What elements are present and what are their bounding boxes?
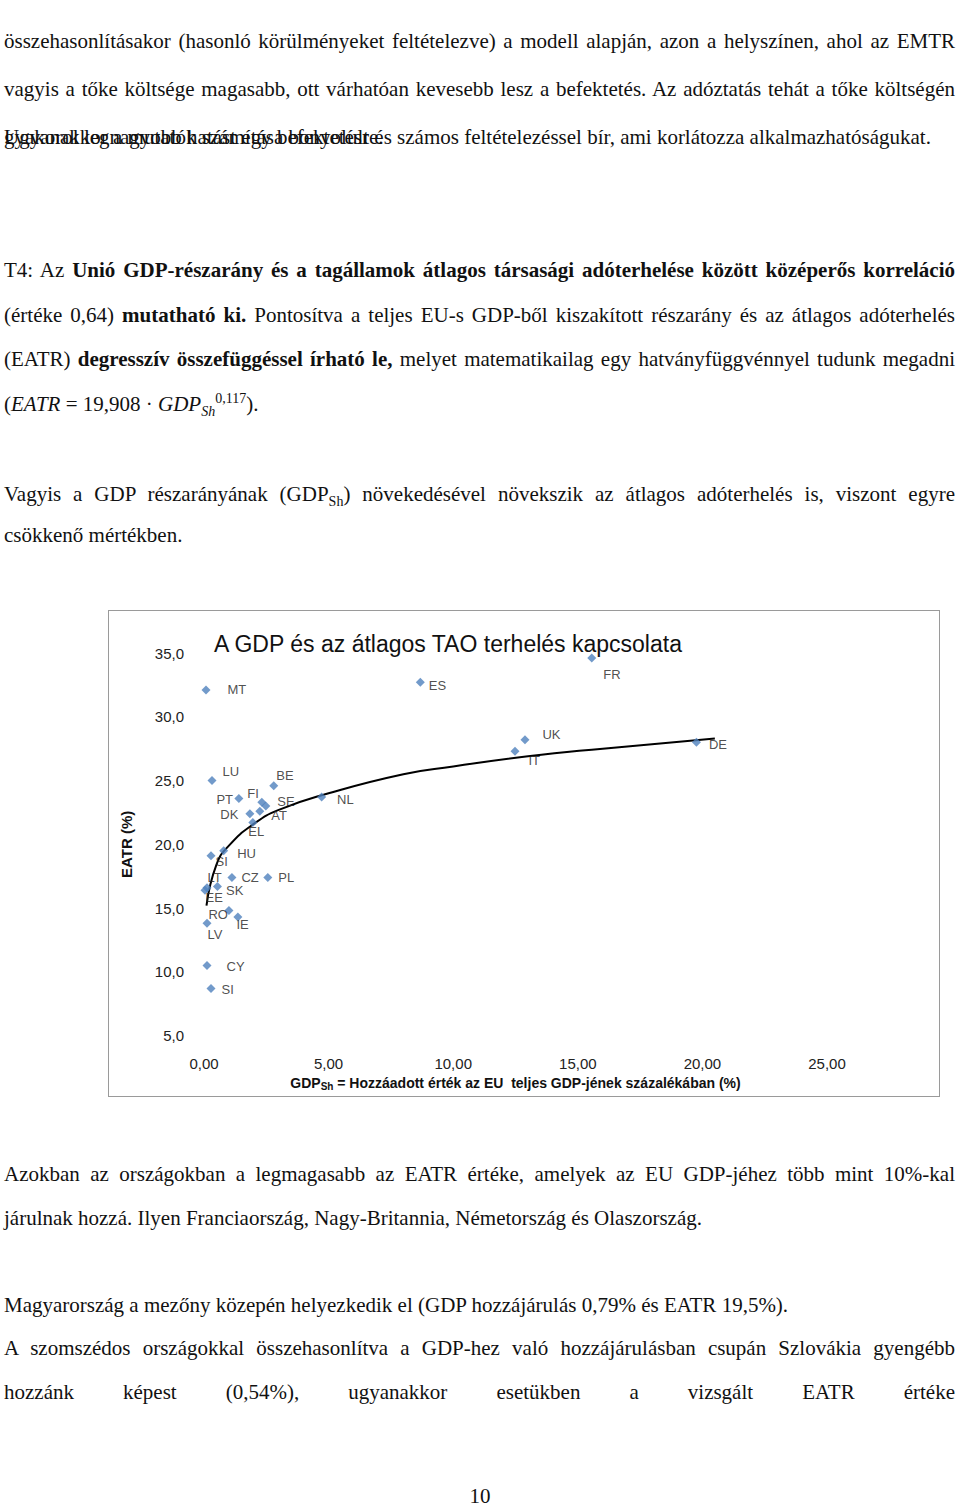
svg-text:25,0: 25,0 xyxy=(155,772,184,789)
svg-text:BE: BE xyxy=(276,768,294,783)
svg-text:GDP: GDP xyxy=(290,1075,320,1091)
svg-text:LV: LV xyxy=(207,927,222,942)
svg-text:IT: IT xyxy=(529,753,541,768)
svg-text:Sh: Sh xyxy=(321,1081,334,1092)
svg-text:AT: AT xyxy=(271,808,287,823)
svg-text:10,0: 10,0 xyxy=(155,963,184,980)
html-text:Ugyanakkor a mutatók számítása: Ugyanakkor a mutatók számítása bonyolult… xyxy=(4,125,931,149)
html-text:A szomszédos országokkal össze: A szomszédos országokkal összehasonlítva… xyxy=(4,1336,955,1404)
svg-text:0,00: 0,00 xyxy=(189,1055,218,1072)
svg-text:SK: SK xyxy=(226,883,244,898)
svg-text:SI: SI xyxy=(215,854,227,869)
html-text:(értéke 0,64) mutatható ki. Po: (értéke 0,64) mutatható ki. Pontosítva a… xyxy=(4,302,955,419)
svg-text:HU: HU xyxy=(237,846,256,861)
svg-text:SE: SE xyxy=(277,794,295,809)
svg-text:ES: ES xyxy=(429,678,447,693)
svg-text:CY: CY xyxy=(226,959,244,974)
svg-text:35,0: 35,0 xyxy=(155,645,184,662)
svg-text:10,00: 10,00 xyxy=(434,1055,472,1072)
svg-text:LU: LU xyxy=(222,764,239,779)
svg-text:= Hozzáadott érték az EU telj: = Hozzáadott érték az EU teljes GDP-jéne… xyxy=(333,1075,740,1091)
svg-text:20,00: 20,00 xyxy=(684,1055,722,1072)
svg-text:PL: PL xyxy=(278,870,294,885)
svg-text:PT: PT xyxy=(216,792,233,807)
svg-text:CZ: CZ xyxy=(241,870,258,885)
svg-text:NL: NL xyxy=(337,792,354,807)
html-text:Azokban az országokban a legma: Azokban az országokban a legmagasabb az … xyxy=(4,1162,955,1230)
html-text:T4: Az Unió GDP-részarány és a: T4: Az Unió GDP-részarány és a tagállamo… xyxy=(4,258,955,282)
svg-text:IE: IE xyxy=(236,917,249,932)
svg-text:30,0: 30,0 xyxy=(155,708,184,725)
svg-text:DK: DK xyxy=(220,807,238,822)
svg-text:25,00: 25,00 xyxy=(808,1055,846,1072)
svg-text:SI: SI xyxy=(221,982,233,997)
svg-text:5,0: 5,0 xyxy=(163,1027,184,1044)
svg-text:FI: FI xyxy=(247,786,259,801)
html-text:0,117).: 0,117). xyxy=(215,390,259,416)
svg-text:UK: UK xyxy=(542,727,560,742)
html-text:Magyarország a mezőny közepén: Magyarország a mezőny közepén helyezkedi… xyxy=(4,1292,789,1317)
html-text:10: 10 xyxy=(469,1484,491,1508)
html-text:Vagyis a GDP részarányának (GD: Vagyis a GDP részarányának (GDPSh) növek… xyxy=(4,482,955,547)
svg-text:EE: EE xyxy=(205,890,223,905)
svg-text:FR: FR xyxy=(603,667,620,682)
svg-text:A GDP és az átlagos TAO terhel: A GDP és az átlagos TAO terhelés kapcsol… xyxy=(214,631,682,657)
html-text:összehasonlításakor (hasonló k: összehasonlításakor (hasonló körülmények… xyxy=(4,29,955,149)
svg-text:DE: DE xyxy=(709,737,727,752)
svg-text:EL: EL xyxy=(248,824,264,839)
svg-text:15,0: 15,0 xyxy=(155,900,184,917)
svg-text:15,00: 15,00 xyxy=(559,1055,597,1072)
svg-text:LT: LT xyxy=(207,870,221,885)
svg-text:EATR (%): EATR (%) xyxy=(118,811,135,878)
svg-text:5,00: 5,00 xyxy=(314,1055,343,1072)
svg-text:RO: RO xyxy=(208,907,228,922)
svg-text:20,0: 20,0 xyxy=(155,836,184,853)
svg-text:MT: MT xyxy=(227,682,246,697)
